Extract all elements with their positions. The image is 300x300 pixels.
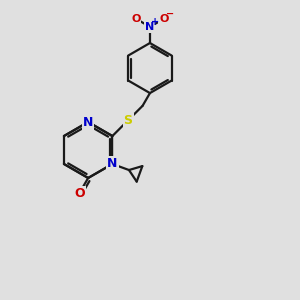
Text: O: O bbox=[74, 187, 85, 200]
Text: O: O bbox=[159, 14, 169, 24]
Text: O: O bbox=[131, 14, 141, 24]
Text: +: + bbox=[151, 16, 159, 26]
Text: N: N bbox=[107, 158, 118, 170]
Text: S: S bbox=[124, 114, 133, 127]
Text: N: N bbox=[145, 22, 154, 32]
Text: N: N bbox=[83, 116, 93, 128]
Text: −: − bbox=[167, 8, 175, 18]
